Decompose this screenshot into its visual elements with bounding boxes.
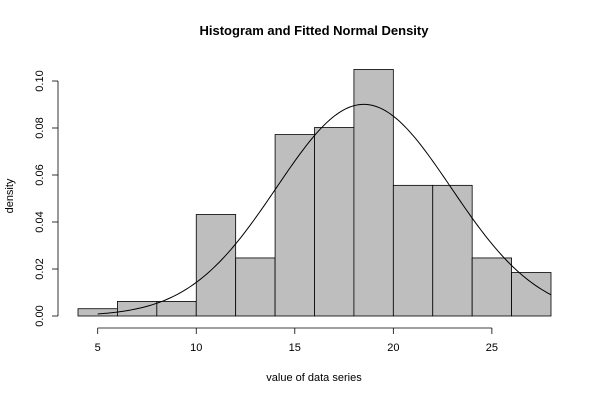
histogram-bar-9 — [432, 184, 473, 317]
histogram-bars — [77, 69, 552, 317]
x-axis: 5 10 15 20 25 — [95, 327, 498, 354]
histogram-bar-4 — [235, 257, 276, 317]
x-tick-label-2: 15 — [289, 342, 301, 354]
histogram-bar-2 — [156, 301, 197, 317]
histogram-bar-6 — [314, 127, 355, 317]
y-tick-label-5: 0.10 — [34, 70, 46, 91]
y-tick-label-2: 0.04 — [34, 211, 46, 232]
x-tick-label-4: 25 — [486, 342, 498, 354]
chart-title: Histogram and Fitted Normal Density — [200, 23, 430, 38]
histogram-bar-11 — [511, 272, 552, 317]
histogram-bar-7 — [353, 69, 394, 317]
y-axis-label: density — [4, 178, 16, 213]
normal-density-curve — [97, 103, 552, 315]
histogram-bar-8 — [392, 184, 434, 317]
y-tick-label-0: 0.00 — [34, 305, 46, 326]
x-tick-label-0: 5 — [95, 342, 101, 354]
x-tick-label-1: 10 — [190, 342, 202, 354]
y-tick-label-1: 0.02 — [34, 258, 46, 279]
y-tick-label-4: 0.08 — [34, 117, 46, 138]
y-tick-label-3: 0.06 — [34, 164, 46, 185]
y-axis: 0.00 0.02 0.04 0.06 0.08 0.10 — [34, 70, 59, 327]
x-tick-label-3: 20 — [387, 342, 399, 354]
histogram-bar-10 — [471, 257, 512, 317]
x-axis-label: value of data series — [266, 372, 362, 384]
